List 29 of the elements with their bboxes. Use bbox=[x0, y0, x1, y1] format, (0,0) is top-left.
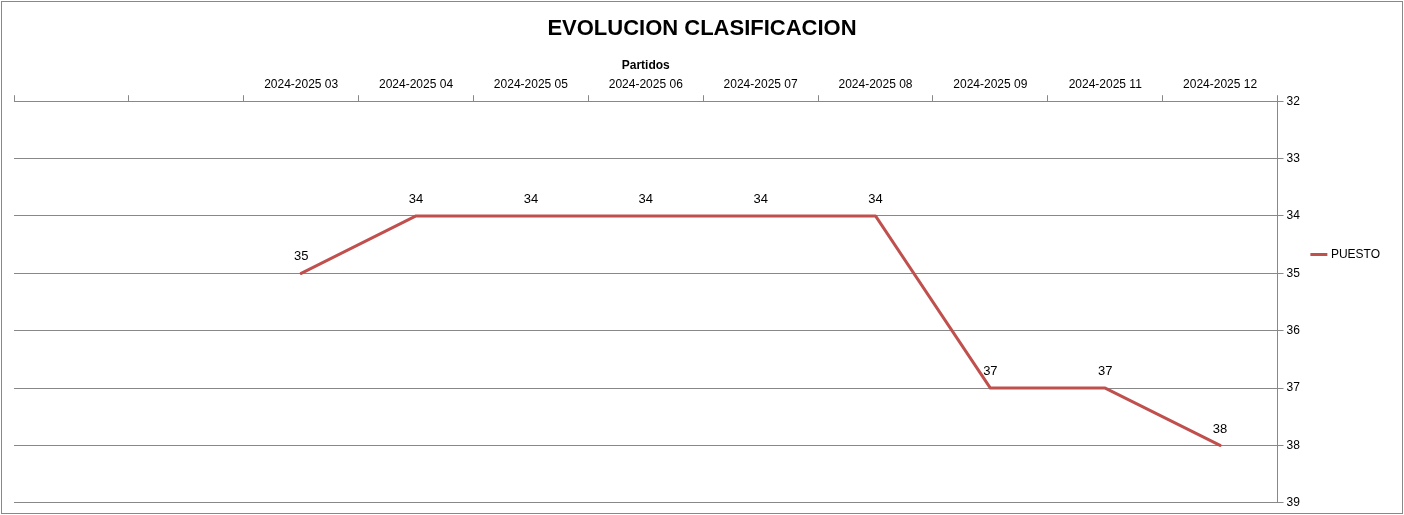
legend-label: PUESTO bbox=[1330, 246, 1380, 261]
data-label: 37 bbox=[1097, 363, 1113, 379]
x-tick-label: 2024-2025 06 bbox=[608, 77, 684, 92]
y-tick-label: 35 bbox=[1286, 265, 1301, 280]
data-label: 34 bbox=[638, 191, 653, 207]
data-label: 35 bbox=[293, 248, 309, 264]
x-tick-label: 2024-2025 11 bbox=[1068, 77, 1143, 92]
x-tick-label: 2024-2025 03 bbox=[264, 77, 339, 92]
x-tick-label: 2024-2025 09 bbox=[953, 77, 1028, 92]
y-tick-label: 39 bbox=[1286, 495, 1301, 510]
y-tick-label: 34 bbox=[1286, 208, 1301, 223]
data-label: 37 bbox=[983, 363, 998, 379]
chart-title: EVOLUCION CLASIFICACION bbox=[547, 15, 857, 41]
x-tick-label: 2024-2025 04 bbox=[378, 77, 454, 92]
data-label: 34 bbox=[523, 191, 539, 207]
y-tick-label: 32 bbox=[1286, 93, 1301, 108]
data-label: 38 bbox=[1212, 420, 1228, 436]
data-label: 34 bbox=[868, 191, 883, 207]
x-tick-label: 2024-2025 12 bbox=[1183, 77, 1258, 92]
y-tick-label: 38 bbox=[1286, 437, 1301, 452]
x-tick-label: 2024-2025 08 bbox=[838, 77, 913, 92]
y-tick-label: 37 bbox=[1286, 380, 1301, 395]
data-label: 34 bbox=[408, 191, 424, 207]
x-axis-title: Partidos bbox=[621, 57, 671, 72]
y-tick-label: 36 bbox=[1286, 323, 1301, 337]
x-tick-label: 2024-2025 07 bbox=[723, 77, 798, 92]
data-label: 34 bbox=[753, 191, 768, 207]
y-tick-label: 33 bbox=[1286, 150, 1301, 165]
x-tick-label: 2024-2025 05 bbox=[493, 77, 569, 92]
